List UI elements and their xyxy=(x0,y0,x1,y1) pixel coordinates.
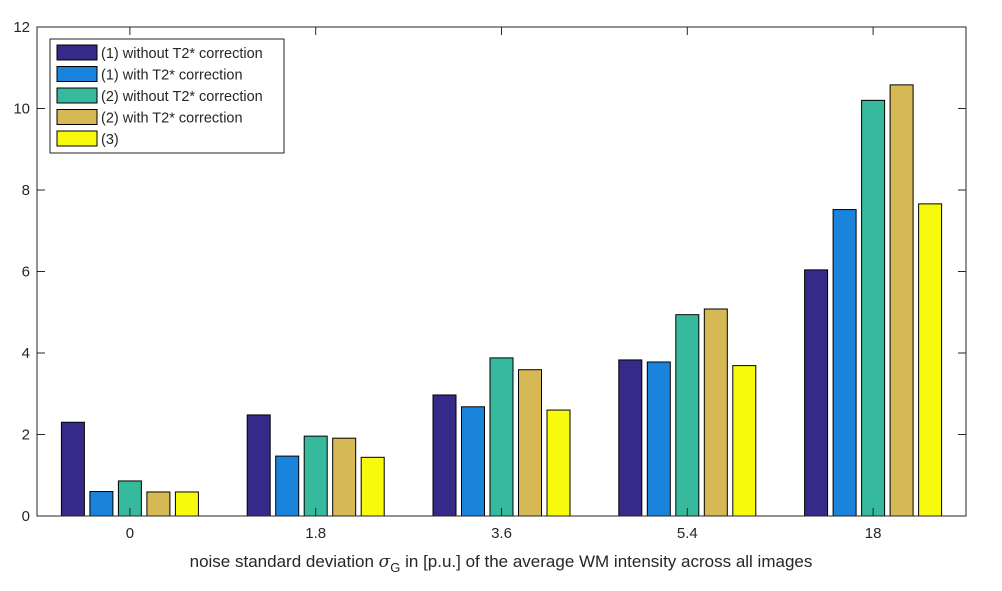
y-tick-label: 8 xyxy=(22,182,30,199)
x-tick-label: 3.6 xyxy=(491,525,512,542)
bar-series-2-cat-3 xyxy=(461,406,485,517)
legend-label-4: (2) with T2* correction xyxy=(101,111,243,127)
y-tick-label: 10 xyxy=(13,101,30,118)
legend-label-2: (1) with T2* correction xyxy=(101,68,243,84)
legend-swatch-4 xyxy=(56,109,98,125)
x-axis: 0 1.8 3.6 5.4 18 xyxy=(126,27,882,542)
legend-label-3: (2) without T2* correction xyxy=(101,89,263,105)
x-tick-label: 5.4 xyxy=(677,525,698,542)
x-tick-label: 18 xyxy=(865,525,882,542)
bar-series-4-cat-4 xyxy=(703,308,728,517)
x-axis-label: noise standard deviation σG in [p.u.] of… xyxy=(190,552,813,575)
legend-swatch-2 xyxy=(56,66,98,82)
bar-series-1-cat-3 xyxy=(432,394,457,517)
bar-series-4-cat-3 xyxy=(518,369,542,517)
bar-series-2-cat-4 xyxy=(646,361,671,517)
bars-layer xyxy=(60,84,943,517)
x-tick-label: 1.8 xyxy=(305,525,326,542)
y-tick-label: 2 xyxy=(22,427,30,444)
legend-swatch-1 xyxy=(56,44,98,61)
y-axis: 0 2 4 6 8 10 12 xyxy=(13,19,966,525)
bar-series-4-cat-2 xyxy=(332,437,357,517)
y-tick-label: 6 xyxy=(22,264,30,281)
bar-series-3-cat-5 xyxy=(861,99,886,517)
bar-series-5-cat-2 xyxy=(360,456,385,517)
x-tick-label: 0 xyxy=(126,525,134,542)
legend-label-5: (3) xyxy=(101,132,119,148)
legend-swatch-3 xyxy=(56,87,98,104)
bar-series-1-cat-1 xyxy=(60,421,85,517)
bar-series-1-cat-5 xyxy=(804,269,829,517)
bar-series-3-cat-4 xyxy=(675,314,700,517)
bar-series-5-cat-1 xyxy=(174,491,199,517)
legend: (1) without T2* correction (1) with T2* c… xyxy=(49,38,285,154)
y-tick-label: 4 xyxy=(22,345,30,362)
legend-swatch-5 xyxy=(56,130,98,147)
legend-label-1: (1) without T2* correction xyxy=(101,46,263,62)
bar-series-2-cat-5 xyxy=(832,209,857,517)
bar-series-3-cat-2 xyxy=(303,435,328,517)
bar-series-5-cat-3 xyxy=(546,409,571,517)
bar-series-4-cat-1 xyxy=(146,491,171,517)
y-tick-label: 0 xyxy=(22,508,30,525)
bar-series-5-cat-4 xyxy=(732,365,757,517)
bar-series-5-cat-5 xyxy=(918,203,943,517)
legend-items: (1) without T2* correction (1) with T2* c… xyxy=(56,44,263,148)
bar-series-2-cat-1 xyxy=(89,491,114,517)
bar-series-3-cat-3 xyxy=(489,357,514,517)
y-tick-label: 12 xyxy=(13,19,30,36)
bar-series-2-cat-2 xyxy=(275,455,300,517)
bar-series-1-cat-4 xyxy=(618,359,643,517)
bar-series-4-cat-5 xyxy=(889,84,914,517)
bar-series-1-cat-2 xyxy=(246,414,271,517)
